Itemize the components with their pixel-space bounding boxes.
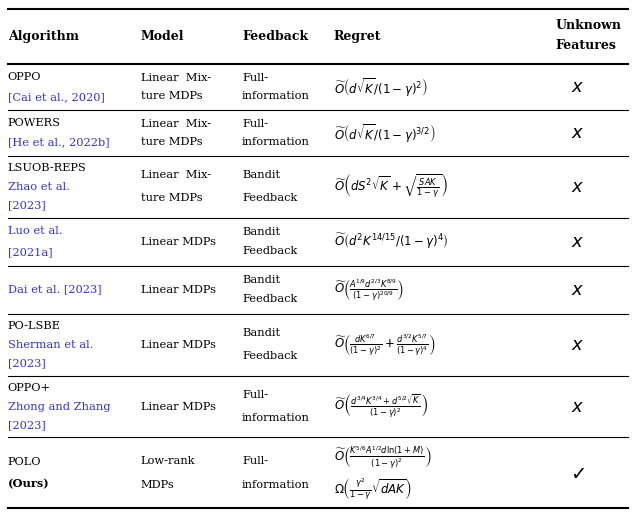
Text: Bandit: Bandit (242, 227, 280, 237)
Text: $\widetilde{O}\left(\frac{A^{1/9}d^{2/3}K^{8/9}}{(1-\gamma)^{20/9}}\right)$: $\widetilde{O}\left(\frac{A^{1/9}d^{2/3}… (334, 277, 404, 303)
Text: POWERS: POWERS (8, 118, 61, 128)
Text: Low-rank: Low-rank (141, 456, 195, 467)
Text: [2023]: [2023] (8, 200, 45, 210)
Text: ture MDPs: ture MDPs (141, 137, 202, 147)
Text: Full-: Full- (242, 118, 268, 129)
Text: [Cai et al., 2020]: [Cai et al., 2020] (8, 92, 104, 102)
Text: $\checkmark$: $\checkmark$ (570, 464, 585, 483)
Text: LSUOB-REPS: LSUOB-REPS (8, 163, 86, 173)
Text: Linear MDPs: Linear MDPs (141, 402, 216, 411)
Text: MDPs: MDPs (141, 479, 175, 489)
Text: $\boldsymbol{\mathit{x}}$: $\boldsymbol{\mathit{x}}$ (571, 398, 584, 416)
Text: Feedback: Feedback (242, 246, 297, 256)
Text: Feedback: Feedback (242, 30, 308, 43)
Text: Linear  Mix-: Linear Mix- (141, 170, 211, 180)
Text: $\boldsymbol{\mathit{x}}$: $\boldsymbol{\mathit{x}}$ (571, 78, 584, 96)
Text: Bandit: Bandit (242, 328, 280, 338)
Text: $\boldsymbol{\mathit{x}}$: $\boldsymbol{\mathit{x}}$ (571, 281, 584, 299)
Text: [2021a]: [2021a] (8, 247, 52, 257)
Text: PO-LSBE: PO-LSBE (8, 321, 61, 331)
Text: Regret: Regret (334, 30, 381, 43)
Text: Feedback: Feedback (242, 351, 297, 361)
Text: Features: Features (556, 39, 616, 52)
Text: Zhao et al.: Zhao et al. (8, 182, 70, 192)
Text: Sherman et al.: Sherman et al. (8, 340, 93, 350)
Text: $\widetilde{O}\left(d^{2}K^{14/15}/(1-\gamma)^{4}\right)$: $\widetilde{O}\left(d^{2}K^{14/15}/(1-\g… (334, 232, 448, 251)
Text: Luo et al.: Luo et al. (8, 226, 62, 236)
Text: $\widetilde{O}\left(\frac{dK^{6/7}}{(1-\gamma)^{2}}+\frac{d^{3/2}K^{5/7}}{(1-\ga: $\widetilde{O}\left(\frac{dK^{6/7}}{(1-\… (334, 332, 435, 357)
Text: Model: Model (141, 30, 184, 43)
Text: Linear MDPs: Linear MDPs (141, 340, 216, 350)
Text: Linear MDPs: Linear MDPs (141, 285, 216, 295)
Text: Full-: Full- (242, 456, 268, 467)
Text: information: information (242, 413, 310, 423)
Text: $\boldsymbol{\mathit{x}}$: $\boldsymbol{\mathit{x}}$ (571, 233, 584, 251)
Text: Bandit: Bandit (242, 170, 280, 180)
Text: Unknown: Unknown (556, 19, 621, 32)
Text: $\widetilde{O}\left(dS^{2}\sqrt{K}+\sqrt{\frac{SAK}{1-\gamma}}\right)$: $\widetilde{O}\left(dS^{2}\sqrt{K}+\sqrt… (334, 173, 447, 200)
Text: $\widetilde{O}\left(\frac{d^{3/4}K^{3/4}+d^{5/2}\sqrt{K}}{(1-\gamma)^{2}}\right): $\widetilde{O}\left(\frac{d^{3/4}K^{3/4}… (334, 392, 428, 420)
Text: $\boldsymbol{\mathit{x}}$: $\boldsymbol{\mathit{x}}$ (571, 124, 584, 142)
Text: Linear  Mix-: Linear Mix- (141, 118, 211, 129)
Text: ture MDPs: ture MDPs (141, 193, 202, 203)
Text: Full-: Full- (242, 73, 268, 83)
Text: $\widetilde{O}\left(d\sqrt{K}/(1-\gamma)^{3/2}\right)$: $\widetilde{O}\left(d\sqrt{K}/(1-\gamma)… (334, 122, 435, 144)
Text: $\boldsymbol{\mathit{x}}$: $\boldsymbol{\mathit{x}}$ (571, 178, 584, 196)
Text: Algorithm: Algorithm (8, 30, 79, 43)
Text: OPPO+: OPPO+ (8, 383, 51, 393)
Text: information: information (242, 91, 310, 101)
Text: information: information (242, 479, 310, 489)
Text: Bandit: Bandit (242, 275, 280, 285)
Text: (Ours): (Ours) (8, 478, 49, 489)
Text: POLO: POLO (8, 457, 41, 467)
Text: [He et al., 2022b]: [He et al., 2022b] (8, 138, 109, 148)
Text: $\widetilde{O}\left(d\sqrt{K}/(1-\gamma)^{2}\right)$: $\widetilde{O}\left(d\sqrt{K}/(1-\gamma)… (334, 76, 428, 98)
Text: [2023]: [2023] (8, 358, 45, 368)
Text: Feedback: Feedback (242, 294, 297, 304)
Text: $\widetilde{O}\left(\frac{K^{5/6}A^{1/2}d\ln(1+M)}{(1-\gamma)^{2}}\right)$: $\widetilde{O}\left(\frac{K^{5/6}A^{1/2}… (334, 444, 431, 470)
Text: [2023]: [2023] (8, 420, 45, 430)
Text: Feedback: Feedback (242, 193, 297, 203)
Text: $\Omega\left(\frac{\gamma^{2}}{1-\gamma}\sqrt{dAK}\right)$: $\Omega\left(\frac{\gamma^{2}}{1-\gamma}… (334, 476, 412, 502)
Text: $\boldsymbol{\mathit{x}}$: $\boldsymbol{\mathit{x}}$ (571, 336, 584, 354)
Text: Dai et al. [2023]: Dai et al. [2023] (8, 285, 101, 295)
Text: information: information (242, 137, 310, 147)
Text: Zhong and Zhang: Zhong and Zhang (8, 402, 110, 411)
Text: Linear MDPs: Linear MDPs (141, 236, 216, 247)
Text: ture MDPs: ture MDPs (141, 91, 202, 101)
Text: Full-: Full- (242, 390, 268, 400)
Text: OPPO: OPPO (8, 72, 41, 82)
Text: Linear  Mix-: Linear Mix- (141, 73, 211, 83)
